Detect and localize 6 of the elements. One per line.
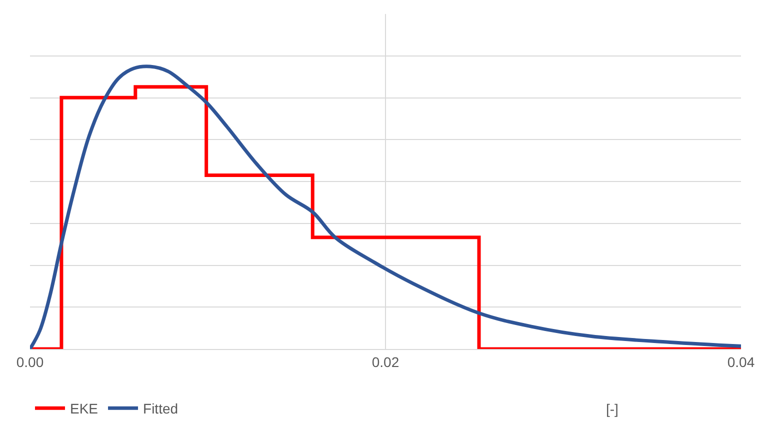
x-tick-label: 0.00: [16, 354, 44, 370]
x-tick-label: 0.04: [727, 354, 755, 370]
legend-label: Fitted: [143, 400, 178, 417]
x-axis-title: [-]: [606, 401, 618, 417]
x-tick-label: 0.02: [372, 354, 400, 370]
legend-label: EKE: [70, 400, 98, 417]
